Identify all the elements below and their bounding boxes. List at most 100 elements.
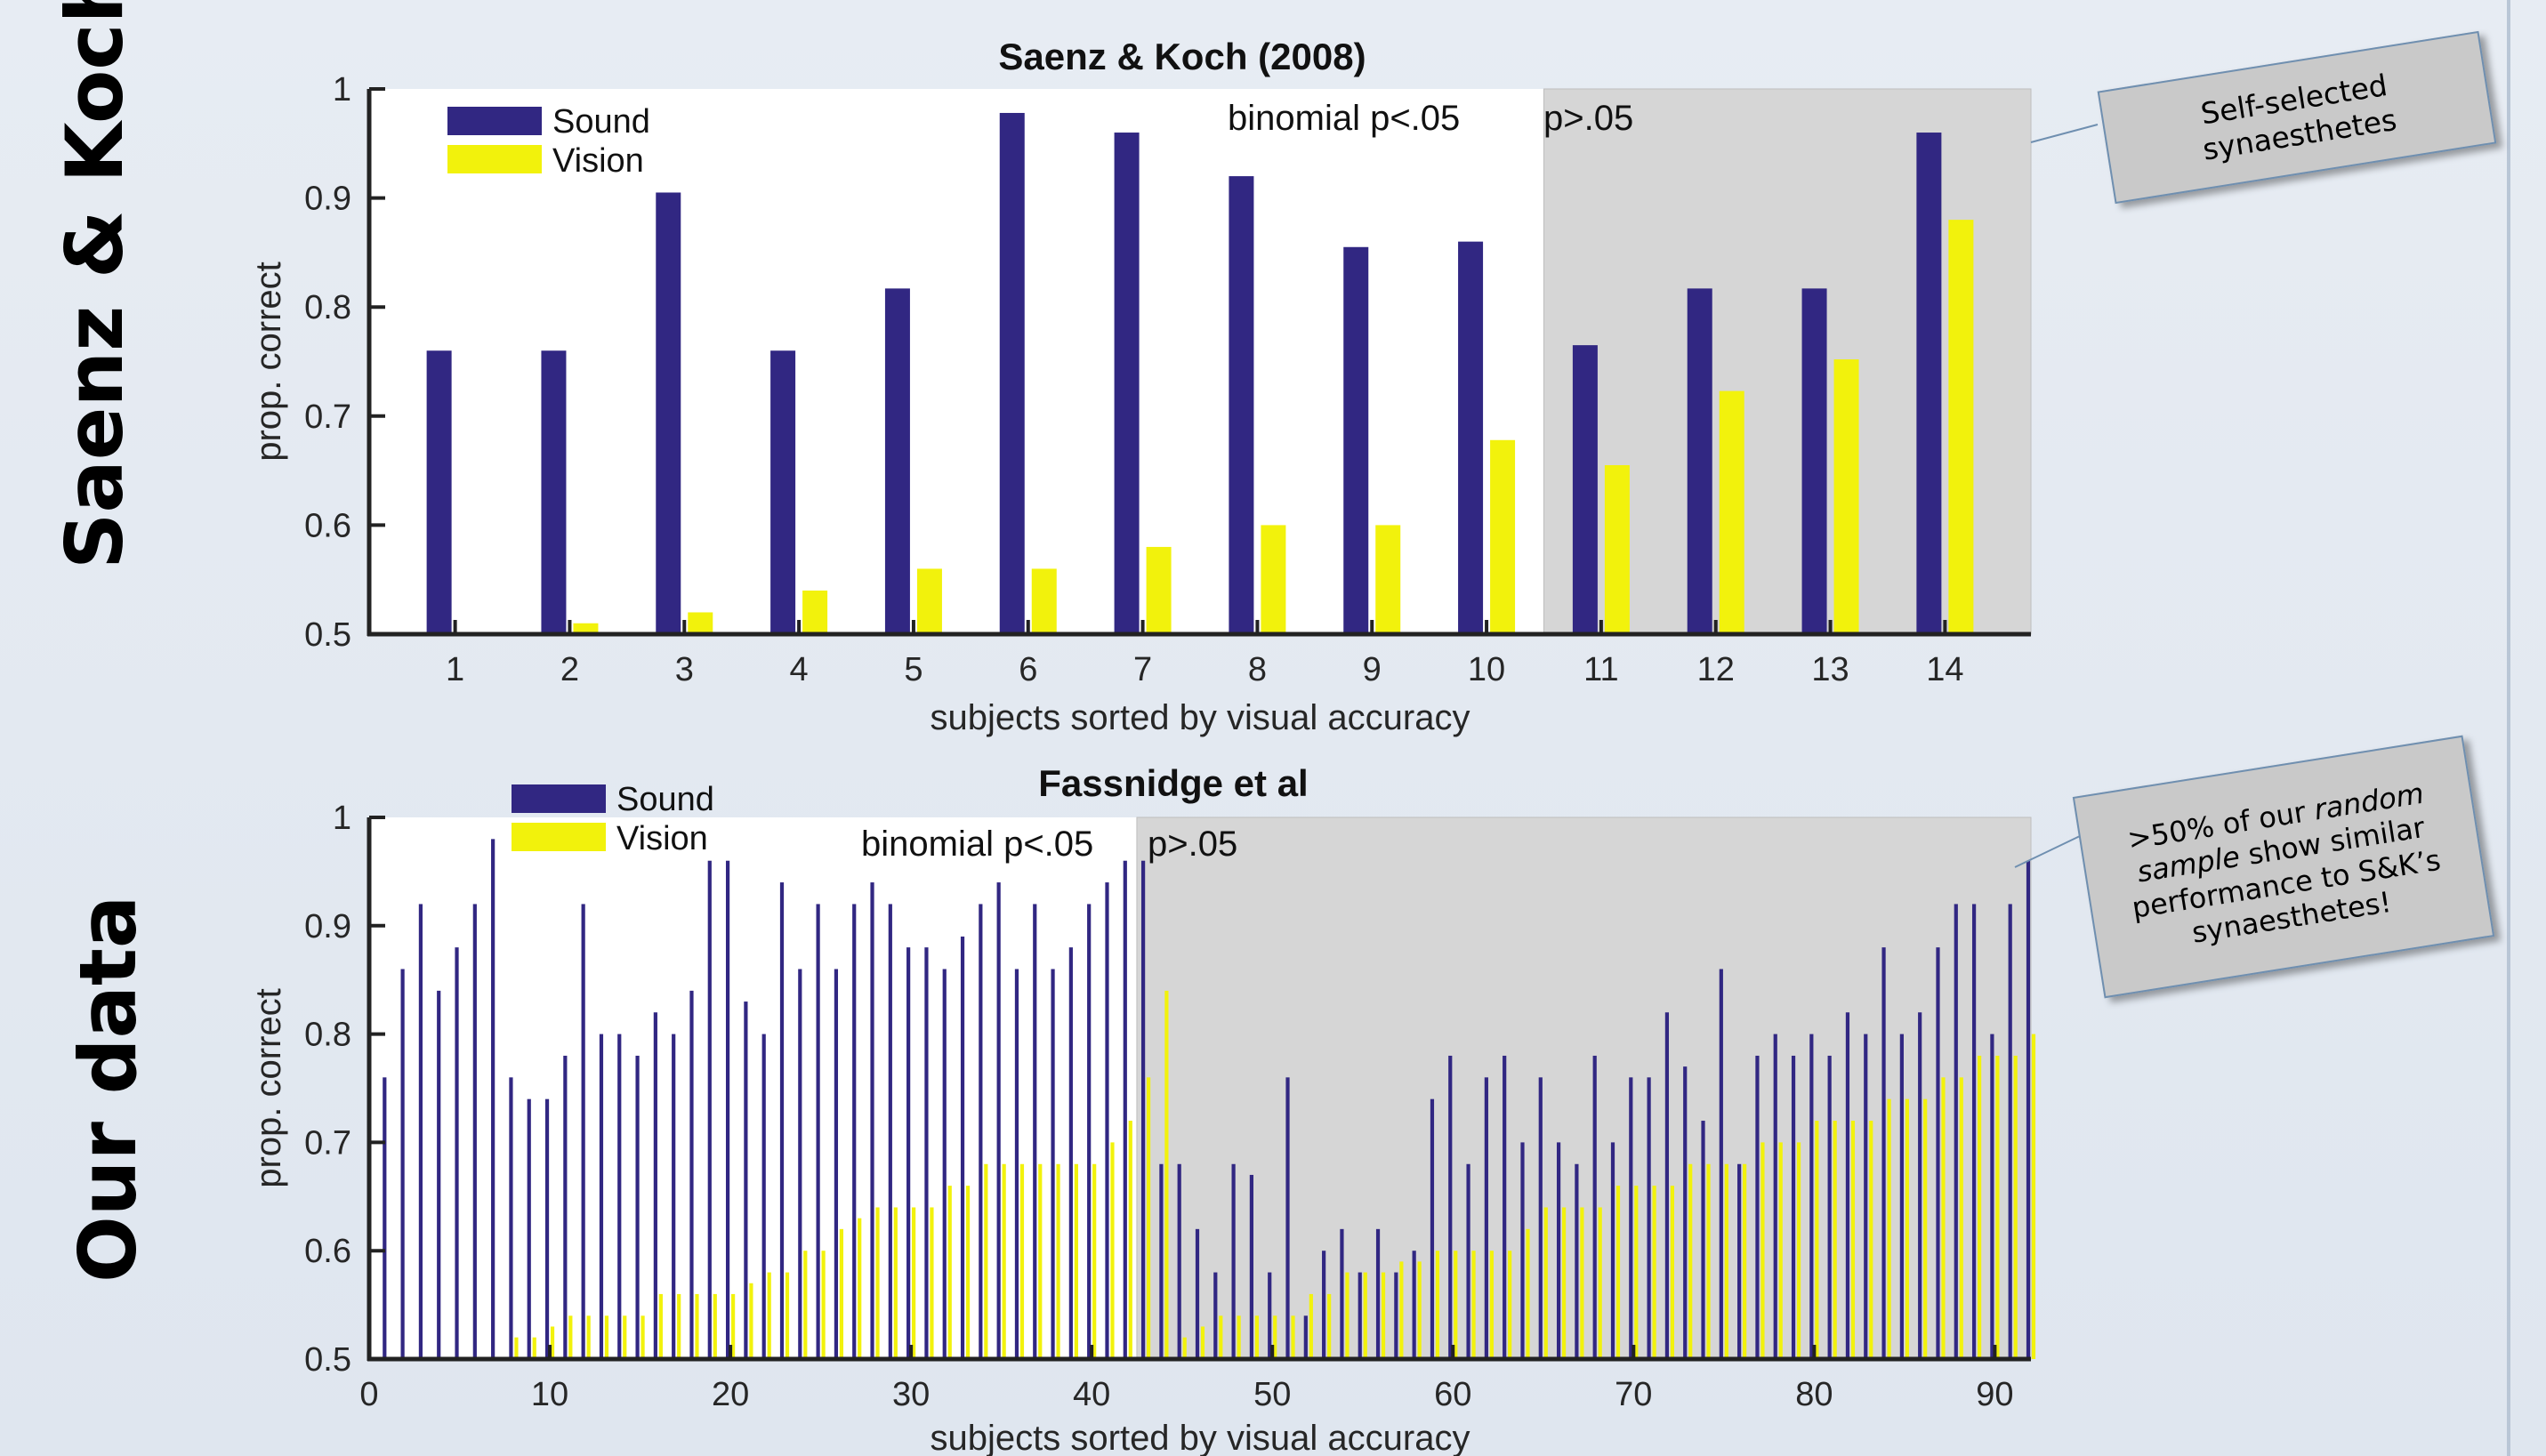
sound-bar [1014, 969, 1019, 1359]
x-tick-label: 8 [1248, 651, 1267, 688]
annotation-significant: binomial p<.05 [1228, 99, 1460, 138]
vision-bar [1815, 1121, 1819, 1359]
vision-bar [2031, 1034, 2036, 1359]
x-tick-label: 11 [1583, 651, 1618, 688]
vision-bar [1399, 1261, 1404, 1359]
x-tick-label: 10 [531, 1376, 568, 1413]
sound-bar [1051, 969, 1055, 1359]
divider-line [2507, 0, 2510, 1456]
sound-bar [1664, 1012, 1670, 1359]
y-tick-label: 0.9 [304, 908, 351, 945]
y-tick-label: 0.9 [304, 181, 351, 218]
sound-bar [1503, 1055, 1507, 1359]
sound-bar [924, 947, 929, 1359]
sound-bar [1114, 133, 1140, 635]
y-tick-label: 0.6 [304, 1233, 351, 1270]
x-tick-label: 80 [1795, 1376, 1833, 1413]
sound-bar [1990, 1034, 1994, 1359]
vision-bar [688, 612, 713, 634]
vision-bar [1887, 1098, 1891, 1359]
sound-bar [1647, 1077, 1651, 1359]
sound-bar [527, 1098, 531, 1359]
legend-vision-label: Vision [552, 142, 644, 180]
annotation-nonsignificant: p>.05 [1148, 825, 1237, 864]
sound-bar [1809, 1034, 1814, 1359]
y-axis-label: prop. correct [249, 261, 288, 462]
chart-title: Saenz & Koch (2008) [998, 36, 1366, 77]
chart-saenz-koch: 0.50.60.70.80.911 2 3 4 5 6 7 8 9 10 11 12 13 14Saenz… [249, 36, 2032, 737]
vision-bar [1615, 1186, 1621, 1359]
sound-bar [617, 1034, 622, 1359]
sound-bar [437, 990, 441, 1359]
sound-bar [1719, 969, 1723, 1359]
vision-bar [641, 1315, 645, 1359]
x-tick-label: 60 [1434, 1376, 1471, 1413]
x-tick-label: 4 [790, 651, 809, 688]
sound-bar [1936, 947, 1940, 1359]
vision-bar [1345, 1272, 1350, 1359]
sound-bar [635, 1055, 640, 1359]
sound-bar [1303, 1315, 1308, 1359]
sound-bar [996, 882, 1001, 1359]
vision-bar [858, 1218, 862, 1359]
sound-bar [1755, 1055, 1760, 1359]
vision-bar [1327, 1293, 1332, 1359]
x-tick-label: 3 [675, 651, 694, 688]
sound-bar [472, 904, 477, 1359]
vision-bar [1833, 1121, 1837, 1359]
vision-bar [1526, 1228, 1530, 1359]
vision-bar [1128, 1121, 1132, 1359]
sound-bar [1159, 1163, 1164, 1359]
vision-bar [1604, 464, 1630, 634]
sound-bar [1285, 1077, 1290, 1359]
x-tick-label: 14 [1926, 651, 1963, 688]
vision-bar [604, 1315, 609, 1359]
vision-bar [1381, 1272, 1386, 1359]
vision-bar [1002, 1163, 1006, 1359]
vision-bar [1254, 1315, 1260, 1359]
y-tick-label: 0.7 [304, 1124, 351, 1162]
legend-vision-swatch [512, 823, 606, 851]
callout-connector-top [2030, 124, 2099, 143]
vision-bar [1471, 1251, 1476, 1359]
sound-bar [1177, 1163, 1181, 1359]
vision-bar [947, 1186, 952, 1359]
vision-bar [1543, 1207, 1548, 1359]
x-axis-label: subjects sorted by visual accuracy [931, 1419, 1470, 1456]
vision-bar [965, 1186, 971, 1359]
sound-bar [1322, 1251, 1326, 1359]
vision-bar [1092, 1163, 1097, 1359]
sound-bar [599, 1034, 604, 1359]
sound-bar [563, 1055, 568, 1359]
vision-bar [1508, 1251, 1512, 1359]
sound-bar [1954, 904, 1958, 1359]
vision-bar [1291, 1315, 1295, 1359]
vision-bar [1363, 1272, 1367, 1359]
vision-bar [1435, 1251, 1440, 1359]
vision-bar [1833, 359, 1859, 634]
x-tick-label: 90 [1976, 1376, 2013, 1413]
y-tick-label: 1 [333, 800, 351, 837]
sound-bar [906, 947, 911, 1359]
sound-bar [1033, 904, 1037, 1359]
sound-bar [689, 990, 694, 1359]
vision-bar [695, 1293, 699, 1359]
sound-bar [426, 350, 452, 634]
sound-bar [1412, 1251, 1416, 1359]
vision-bar [1688, 1163, 1693, 1359]
sound-bar [653, 1012, 657, 1359]
sound-bar [1123, 860, 1127, 1359]
sound-bar [1195, 1228, 1200, 1359]
legend-sound-swatch [512, 784, 606, 813]
vision-bar [1375, 525, 1401, 634]
y-tick-label: 1 [333, 71, 351, 109]
vision-bar [1261, 525, 1286, 634]
sound-bar [1773, 1034, 1777, 1359]
vision-bar [916, 568, 942, 634]
sound-bar [1231, 1163, 1236, 1359]
x-tick-label: 7 [1133, 651, 1152, 688]
annotation-significant: binomial p<.05 [861, 825, 1093, 864]
sound-bar [1899, 1034, 1904, 1359]
sound-bar [770, 350, 796, 634]
x-tick-label: 40 [1073, 1376, 1110, 1413]
